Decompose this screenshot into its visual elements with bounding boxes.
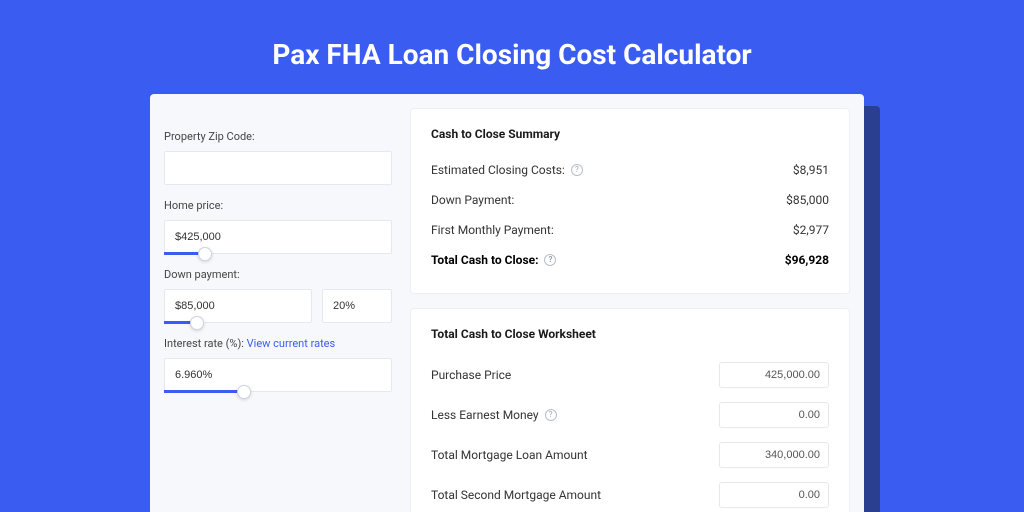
worksheet-row-label: Purchase Price [431,368,511,382]
interest-rate-input[interactable] [164,358,392,392]
worksheet-row-label-text: Total Mortgage Loan Amount [431,448,588,462]
worksheet-panel: Total Cash to Close Worksheet Purchase P… [410,308,850,512]
worksheet-row-input[interactable] [719,482,829,508]
summary-row-label-text: Estimated Closing Costs: [431,163,565,177]
worksheet-row-label-text: Purchase Price [431,368,511,382]
worksheet-row: Less Earnest Money? [431,395,829,435]
worksheet-title: Total Cash to Close Worksheet [431,327,829,341]
worksheet-row-input[interactable] [719,362,829,388]
summary-row: First Monthly Payment: $2,977 [431,215,829,245]
worksheet-row-label: Total Second Mortgage Amount [431,488,601,502]
inputs-column: Property Zip Code: Home price: Down paym… [164,108,392,510]
interest-rate-slider-track [164,390,244,393]
interest-rate-field: Interest rate (%): View current rates [164,337,392,392]
summary-row-label: Down Payment: [431,193,514,207]
worksheet-row-input[interactable] [719,442,829,468]
summary-row: Estimated Closing Costs:? $8,951 [431,155,829,185]
summary-row-label: First Monthly Payment: [431,223,554,237]
worksheet-row: Total Second Mortgage Amount [431,475,829,512]
summary-row: Down Payment: $85,000 [431,185,829,215]
zip-input[interactable] [164,151,392,185]
down-payment-input[interactable] [164,289,312,323]
down-payment-label: Down payment: [164,268,392,281]
worksheet-row-label: Total Mortgage Loan Amount [431,448,588,462]
worksheet-row-input[interactable] [719,402,829,428]
down-payment-slider-thumb[interactable] [190,316,204,330]
interest-rate-label: Interest rate (%): View current rates [164,337,392,350]
down-payment-field: Down payment: [164,268,392,323]
card-inner: Property Zip Code: Home price: Down paym… [150,94,864,512]
summary-row-label-text: First Monthly Payment: [431,223,554,237]
summary-row-label-text: Down Payment: [431,193,514,207]
help-icon[interactable]: ? [545,409,557,421]
summary-row-label: Estimated Closing Costs:? [431,163,583,177]
worksheet-row-label: Less Earnest Money? [431,408,557,422]
zip-label: Property Zip Code: [164,130,392,143]
worksheet-row-label-text: Less Earnest Money [431,408,539,422]
summary-row-label: Total Cash to Close:? [431,253,556,267]
summary-row-value: $8,951 [793,163,829,177]
summary-panel: Cash to Close Summary Estimated Closing … [410,108,850,294]
page-title: Pax FHA Loan Closing Cost Calculator [0,0,1024,71]
calculator-card: Property Zip Code: Home price: Down paym… [150,94,864,512]
interest-rate-slider[interactable] [164,358,392,392]
results-column: Cash to Close Summary Estimated Closing … [410,108,850,510]
worksheet-row-label-text: Total Second Mortgage Amount [431,488,601,502]
worksheet-row: Total Mortgage Loan Amount [431,435,829,475]
help-icon[interactable]: ? [571,164,583,176]
home-price-slider[interactable] [164,220,392,254]
summary-row: Total Cash to Close:? $96,928 [431,245,829,275]
worksheet-row: Purchase Price [431,355,829,395]
interest-rate-slider-thumb[interactable] [237,385,251,399]
home-price-label: Home price: [164,199,392,212]
down-payment-slider[interactable] [164,289,312,323]
down-payment-pct-input[interactable] [322,289,392,323]
summary-row-value: $2,977 [793,223,829,237]
home-price-input[interactable] [164,220,392,254]
summary-row-label-text: Total Cash to Close: [431,253,538,267]
summary-row-value: $85,000 [786,193,829,207]
home-price-slider-thumb[interactable] [198,247,212,261]
zip-field: Property Zip Code: [164,130,392,185]
home-price-field: Home price: [164,199,392,254]
summary-row-value: $96,928 [785,253,829,267]
interest-rate-label-text: Interest rate (%): [164,337,244,350]
page-background: Pax FHA Loan Closing Cost Calculator Pro… [0,0,1024,512]
help-icon[interactable]: ? [544,254,556,266]
view-rates-link[interactable]: View current rates [247,337,336,350]
summary-title: Cash to Close Summary [431,127,829,141]
